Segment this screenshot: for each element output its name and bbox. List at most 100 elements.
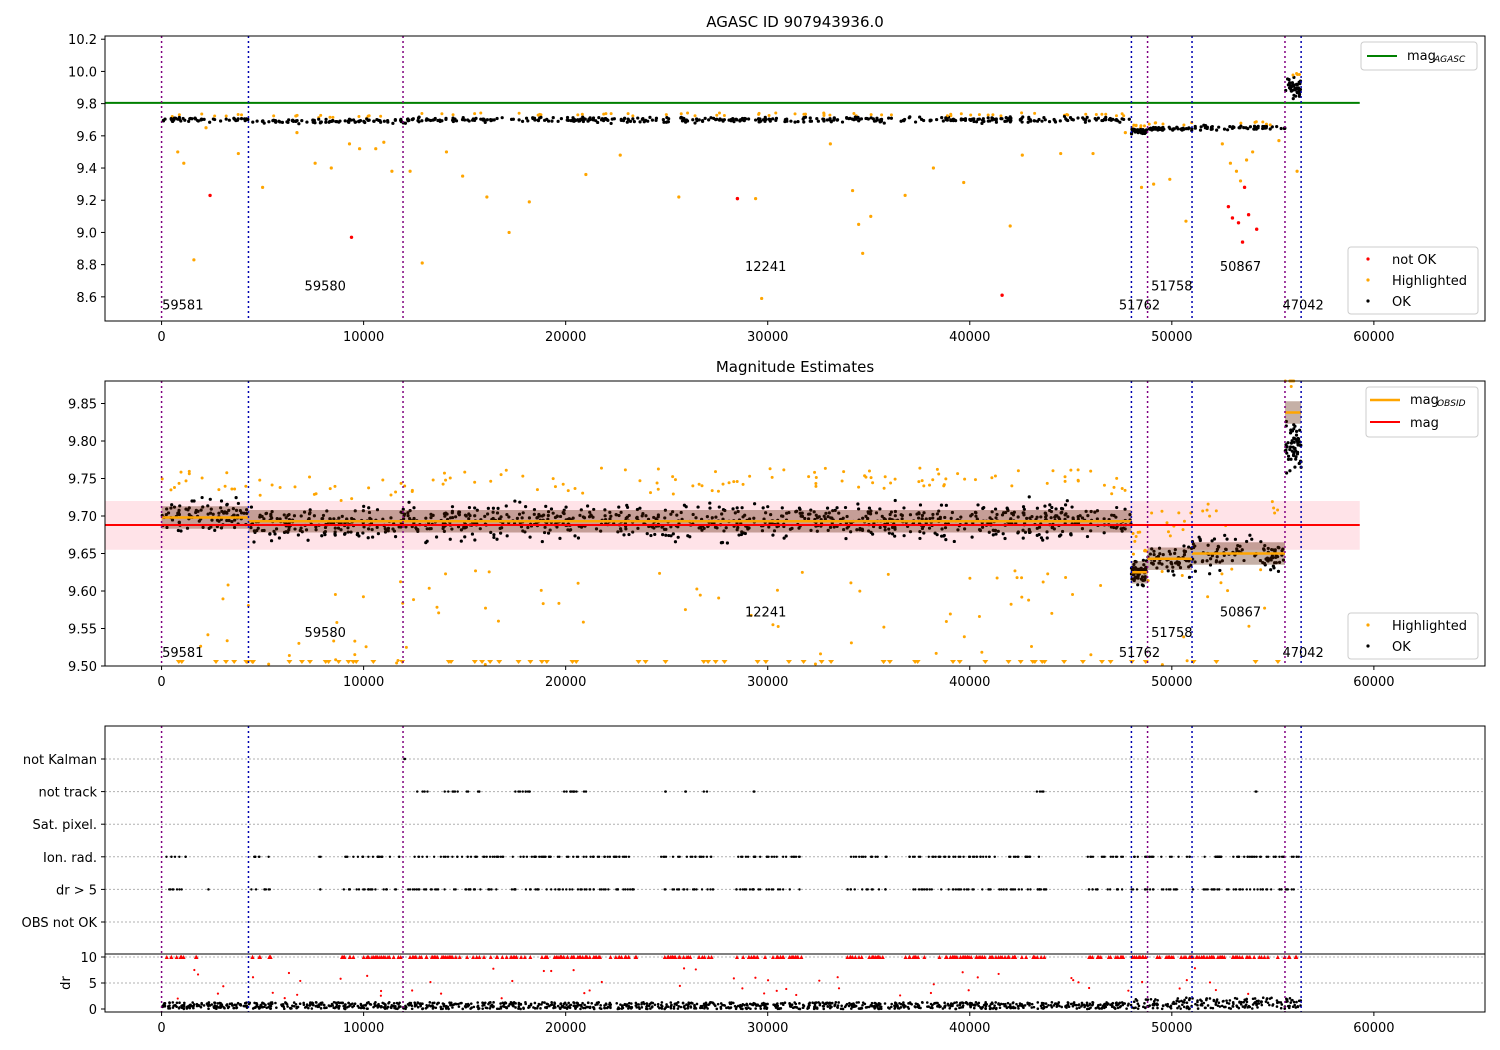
dr-point [588,1005,592,1009]
dr-point [259,1003,263,1007]
highlighted-point [333,592,337,596]
ok-point [1127,117,1131,121]
out-of-range-marker [286,660,293,664]
dr-point [295,1006,299,1009]
dr-point [776,1004,780,1008]
dr-point [492,1001,495,1004]
ok-point [536,119,541,123]
flag-marker [705,790,709,793]
dr-point [394,1004,397,1008]
mag-obsid-legend-sub: OBSID [1437,399,1466,409]
dr-point [879,1005,883,1009]
flag-marker [1259,855,1263,858]
dr-point [857,1001,860,1004]
ok-point [362,504,366,508]
highlighted-point [581,491,585,495]
dr-point [743,1003,746,1007]
flag-marker [765,888,768,891]
highlighted-point [479,111,483,115]
highlighted-point [1181,528,1185,532]
ok-point [312,514,316,518]
highlighted-point [1143,548,1147,552]
ok-point [450,505,455,509]
dr-point [406,1002,410,1006]
ok-point [1295,440,1300,444]
highlighted-point [1291,73,1295,77]
highlighted-point [995,576,999,580]
out-of-range-marker [515,660,522,664]
ok-point [705,515,709,519]
ok-point [486,512,490,516]
dr-point [1176,997,1180,1000]
x-tick-label: 10000 [343,675,384,690]
flag-marker [425,855,429,858]
dr-point [1008,1003,1012,1006]
dr-point [811,1001,814,1004]
ok-point [850,117,855,121]
dr-point [993,1004,996,1007]
flag-marker [788,888,791,891]
dr-point [1177,1005,1181,1008]
flag-marker [575,855,579,858]
ok-point [835,118,840,122]
dr-point [1052,1004,1056,1007]
flag-marker [361,855,365,858]
highlighted-point [626,112,630,116]
dr-point [873,1005,876,1009]
ok-point [183,118,187,122]
highlighted-point [295,131,299,135]
ok-point [1006,118,1010,122]
flag-marker [439,855,443,858]
ok-point [343,531,347,536]
dr-point [1225,1001,1229,1005]
dr-point [432,1001,436,1005]
dr-point [255,1002,258,1005]
ok-point [239,117,244,121]
highlighted-point [381,478,385,482]
dr-point [202,1004,206,1007]
highlighted-legend-marker [1366,278,1370,282]
dr-point [877,1007,881,1011]
ok-point [1095,509,1100,513]
ok-point [1037,532,1041,537]
ok-point [861,516,865,520]
flag-marker [397,855,401,858]
ok-point [591,117,595,122]
ok-point [626,118,631,122]
ok-point [287,528,291,532]
flag-marker [464,888,467,891]
highlighted-point [224,114,228,118]
ok-point [558,514,563,519]
highlighted-point [474,569,478,573]
flag-marker [1225,888,1229,891]
dr-point [605,1003,608,1006]
out-of-range-marker [370,660,377,664]
dr-point [955,1001,958,1004]
dr-point [877,1002,881,1005]
ok-point [236,501,240,506]
flag-marker [691,888,695,891]
ok-point [378,119,382,123]
ok-point [671,532,675,536]
ok-point [271,118,275,123]
ok-point [208,511,213,515]
highlighted-point [521,474,525,478]
flag-marker [319,855,322,858]
dr-point [298,1002,302,1006]
ok-point [828,117,832,121]
highlighted-point [489,479,493,483]
dr-point [410,1007,414,1011]
ok-point [1053,120,1058,124]
legend-frame [1347,246,1479,315]
dr-point [460,1001,463,1005]
flag-marker [615,888,619,891]
highlighted-point [1161,122,1165,126]
dr-point [1260,1003,1264,1007]
ok-point [832,116,836,120]
dr-point [1096,1005,1100,1009]
flag-marker [771,888,775,891]
out-of-range-marker [635,660,642,664]
dr-point [719,1007,723,1010]
highlighted-point [969,113,973,117]
ok-point [661,533,665,537]
